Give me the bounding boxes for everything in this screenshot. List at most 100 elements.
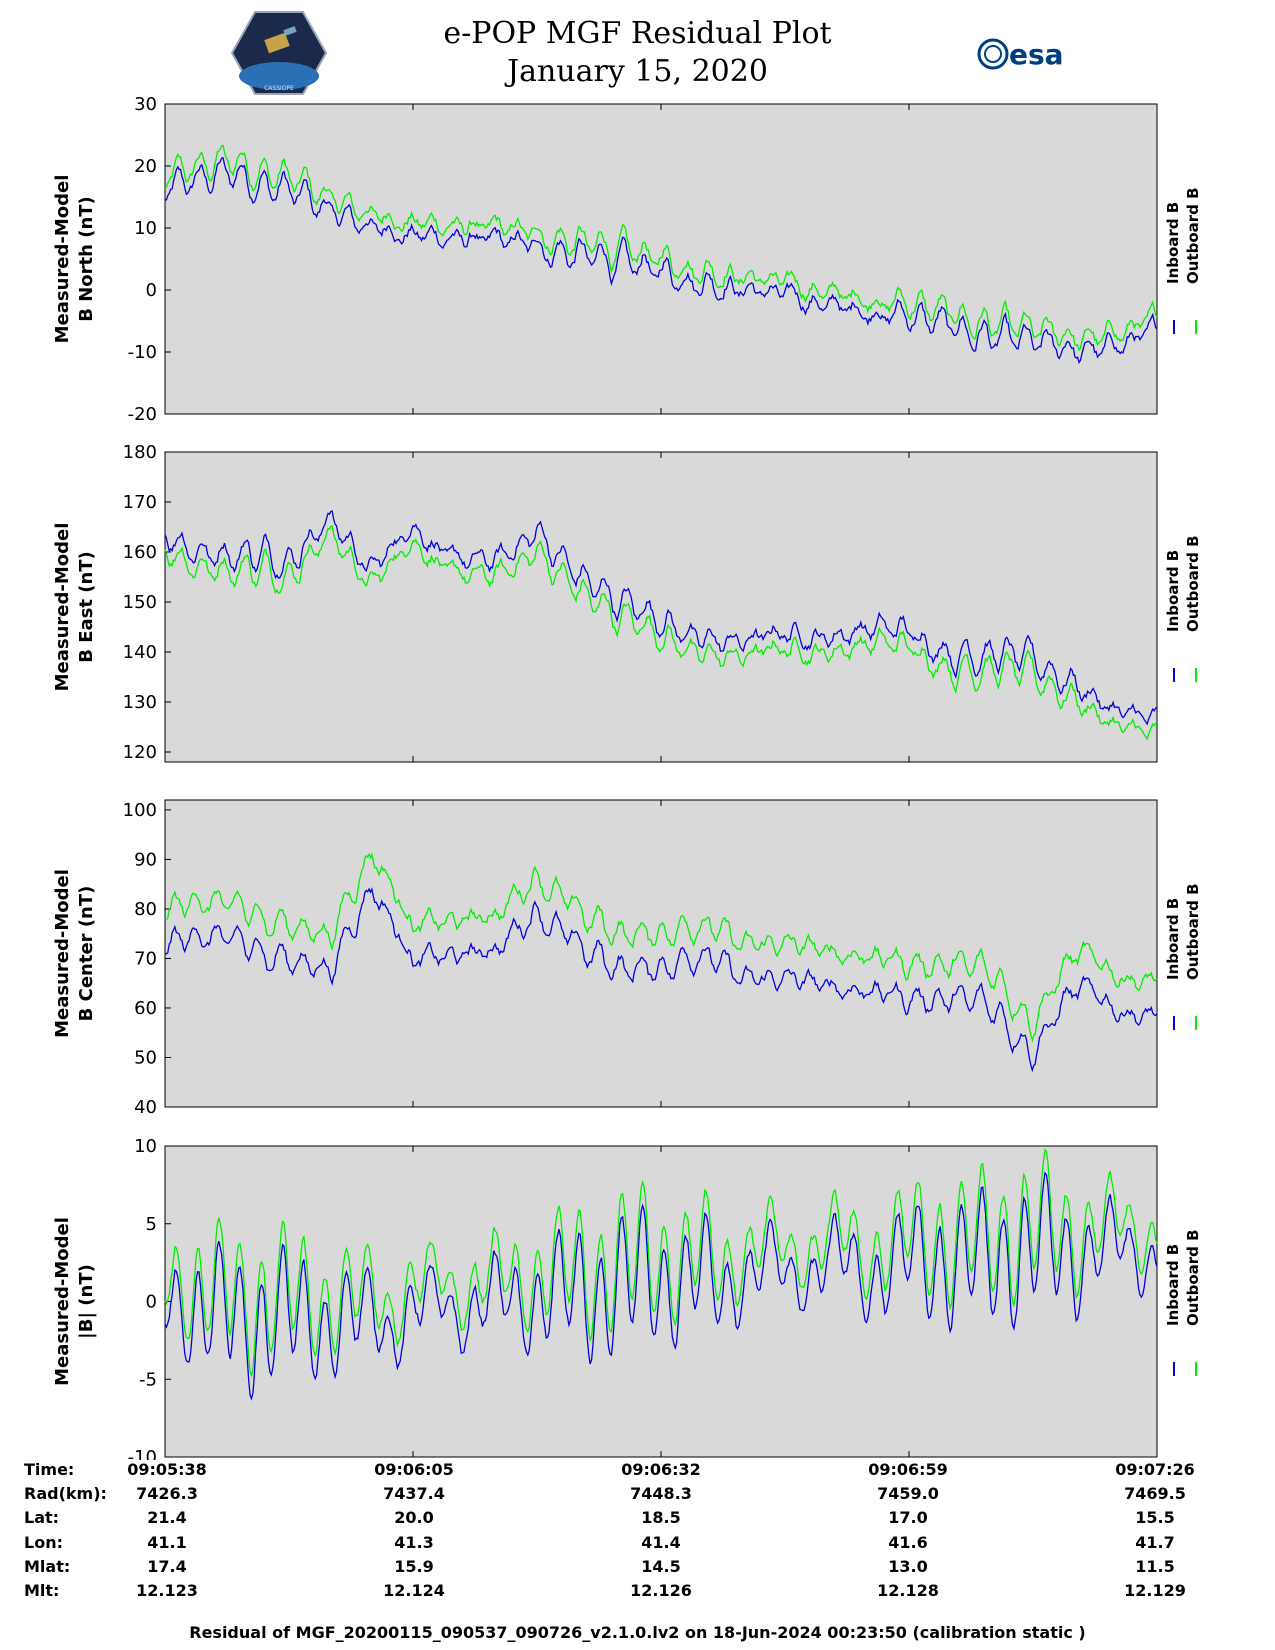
y-axis-label-line2: B Center (nT) xyxy=(76,886,97,1022)
panel-center-background xyxy=(164,799,1158,1108)
info-cell: 20.0 xyxy=(394,1508,434,1527)
y-tick-label: -5 xyxy=(139,1369,157,1390)
panel-east-background xyxy=(164,451,1158,763)
y-tick-label: 80 xyxy=(134,899,157,920)
series-line-outboard-north xyxy=(164,144,1158,352)
info-cell: 15.9 xyxy=(394,1557,434,1576)
series-line-outboard-magnitude xyxy=(164,1148,1158,1378)
series-line-inboard-east xyxy=(164,510,1158,726)
info-cell: 7459.0 xyxy=(877,1484,939,1503)
info-cell: 41.1 xyxy=(147,1533,187,1552)
info-cell: 41.6 xyxy=(888,1533,928,1552)
info-row-label: Mlt: xyxy=(24,1581,60,1600)
y-axis-label-line1: Measured-Model xyxy=(52,523,73,692)
info-cell: 14.5 xyxy=(641,1557,681,1576)
info-cell: 41.4 xyxy=(641,1533,681,1552)
y-axis-label-north: Measured-Model B North (nT) xyxy=(52,175,97,344)
info-row-label: Lon: xyxy=(24,1533,63,1552)
y-tick-label: 130 xyxy=(123,692,157,713)
info-cell: 12.124 xyxy=(383,1581,445,1600)
info-cell: 09:06:59 xyxy=(868,1460,948,1479)
y-tick-label: 60 xyxy=(134,998,157,1019)
legend-label-outboard: Outboard B xyxy=(1184,187,1202,284)
y-axis-label-east: Measured-Model B East (nT) xyxy=(52,523,97,692)
info-cell: 7437.4 xyxy=(383,1484,445,1503)
plot-date: January 15, 2020 xyxy=(507,54,768,89)
info-cell: 12.129 xyxy=(1124,1581,1186,1600)
info-cell: 12.126 xyxy=(630,1581,692,1600)
y-tick-label: 120 xyxy=(123,742,157,763)
info-row-label: Rad(km): xyxy=(24,1484,107,1503)
y-tick-label: -10 xyxy=(128,1447,157,1460)
y-axis-label-center: Measured-Model B Center (nT) xyxy=(52,869,97,1038)
y-tick-label: -10 xyxy=(128,342,157,363)
y-tick-label: 100 xyxy=(123,800,157,821)
y-tick-label: 160 xyxy=(123,542,157,563)
y-axis-label-line1: Measured-Model xyxy=(52,869,73,1038)
info-row-label: Lat: xyxy=(24,1508,60,1527)
y-tick-label: 20 xyxy=(134,156,157,177)
info-cell: 17.4 xyxy=(147,1557,187,1576)
y-tick-label: 140 xyxy=(123,642,157,663)
info-cell: 41.7 xyxy=(1135,1533,1175,1552)
y-tick-label: 30 xyxy=(134,94,157,115)
y-tick-label: 10 xyxy=(134,1136,157,1157)
info-cell: 09:06:32 xyxy=(621,1460,701,1479)
info-cell: 7469.5 xyxy=(1124,1484,1186,1503)
series-line-outboard-center xyxy=(164,852,1158,1043)
legend-center: Inboard B Outboard B xyxy=(1164,883,1202,980)
series-line-inboard-north xyxy=(164,157,1158,364)
info-cell: 21.4 xyxy=(147,1508,187,1527)
info-cell: 17.0 xyxy=(888,1508,928,1527)
series-line-inboard-center xyxy=(164,887,1158,1073)
y-tick-label: -20 xyxy=(128,404,157,425)
series-line-outboard-east xyxy=(164,525,1158,741)
y-tick-label: 0 xyxy=(146,1292,157,1313)
info-cell: 09:06:05 xyxy=(374,1460,454,1479)
info-cell: 09:05:38 xyxy=(127,1460,207,1479)
panel-magnitude-background xyxy=(164,1145,1158,1458)
y-axis-label-line1: Measured-Model xyxy=(52,175,73,344)
info-cell: 11.5 xyxy=(1135,1557,1175,1576)
legend-label-outboard: Outboard B xyxy=(1184,1229,1202,1326)
y-tick-label: 50 xyxy=(134,1047,157,1068)
y-tick-label: 170 xyxy=(123,492,157,513)
legend-label-outboard: Outboard B xyxy=(1184,535,1202,632)
y-tick-label: 150 xyxy=(123,592,157,613)
esa-logo: esa xyxy=(977,38,1064,71)
legend-label-inboard: Inboard B xyxy=(1164,898,1182,980)
legend-label-inboard: Inboard B xyxy=(1164,202,1182,284)
cassiope-logo: CASSIOPE xyxy=(230,11,328,95)
legend-label-outboard: Outboard B xyxy=(1184,883,1202,980)
legend-label-inboard: Inboard B xyxy=(1164,550,1182,632)
info-cell: 12.128 xyxy=(877,1581,939,1600)
info-cell: 09:07:26 xyxy=(1115,1460,1195,1479)
info-row-label: Mlat: xyxy=(24,1557,71,1576)
y-tick-label: 40 xyxy=(134,1097,157,1118)
y-axis-label-magnitude: Measured-Model |B| (nT) xyxy=(52,1217,97,1386)
info-cell: 18.5 xyxy=(641,1508,681,1527)
legend-east: Inboard B Outboard B xyxy=(1164,535,1202,632)
legend-magnitude: Inboard B Outboard B xyxy=(1164,1229,1202,1326)
info-cell: 41.3 xyxy=(394,1533,434,1552)
info-cell: 7448.3 xyxy=(630,1484,692,1503)
y-axis-label-line2: B North (nT) xyxy=(76,196,97,322)
plot-title: e-POP MGF Residual Plot xyxy=(443,16,832,51)
y-tick-label: 70 xyxy=(134,948,157,969)
y-tick-label: 5 xyxy=(146,1214,157,1235)
y-axis-label-line1: Measured-Model xyxy=(52,1217,73,1386)
legend-label-inboard: Inboard B xyxy=(1164,1244,1182,1326)
y-tick-label: 10 xyxy=(134,218,157,239)
info-row-label: Time: xyxy=(24,1460,75,1479)
info-cell: 15.5 xyxy=(1135,1508,1175,1527)
logo-left-text: CASSIOPE xyxy=(264,85,294,92)
series-line-inboard-magnitude xyxy=(164,1171,1158,1401)
panel-north-background xyxy=(164,103,1158,415)
info-cell: 13.0 xyxy=(888,1557,928,1576)
y-axis-label-line2: B East (nT) xyxy=(76,551,97,663)
logo-right-text: esa xyxy=(1009,38,1064,71)
info-cell: 12.123 xyxy=(136,1581,198,1600)
footer-caption: Residual of MGF_20200115_090537_090726_v… xyxy=(189,1623,1086,1642)
y-tick-label: 0 xyxy=(146,280,157,301)
